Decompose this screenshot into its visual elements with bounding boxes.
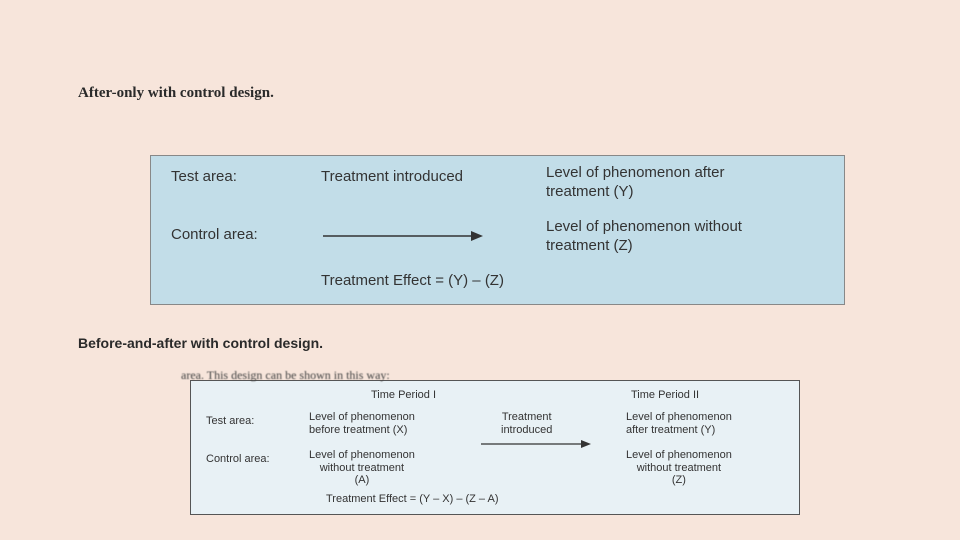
heading-after-only: After-only with control design. — [78, 85, 274, 102]
heading-before-after: Before-and-after with control design. — [78, 335, 323, 351]
p2-control-before: Level of phenomenonwithout treatment(A) — [309, 449, 415, 487]
p2-test-after: Level of phenomenonafter treatment (Y) — [626, 411, 732, 436]
p1-treatment-introduced: Treatment introduced — [321, 168, 463, 185]
p2-truncated-text: area. This design can be shown in this w… — [181, 368, 811, 384]
p1-treatment-effect-formula: Treatment Effect = (Y) – (Z) — [321, 272, 504, 289]
p2-header-period1: Time Period I — [371, 389, 436, 401]
p2-test-area-label: Test area: — [206, 415, 254, 427]
p1-control-outcome: Level of phenomenon withouttreatment (Z) — [546, 218, 742, 256]
p1-control-area-label: Control area: — [171, 226, 258, 243]
p2-test-before: Level of phenomenonbefore treatment (X) — [309, 411, 415, 436]
panel-before-after: area. This design can be shown in this w… — [190, 380, 800, 515]
arrow-right-icon — [481, 439, 591, 449]
p1-test-area-label: Test area: — [171, 168, 237, 185]
p2-control-area-label: Control area: — [206, 453, 270, 465]
arrow-right-icon — [323, 230, 483, 242]
p2-treatment-effect-formula: Treatment Effect = (Y – X) – (Z – A) — [326, 493, 499, 505]
panel-after-only: Test area: Treatment introduced Level of… — [150, 155, 845, 305]
p1-test-outcome: Level of phenomenon aftertreatment (Y) — [546, 164, 724, 202]
p2-header-period2: Time Period II — [631, 389, 699, 401]
p2-control-after: Level of phenomenonwithout treatment(Z) — [626, 449, 732, 487]
p2-treatment-introduced: Treatmentintroduced — [501, 411, 552, 436]
